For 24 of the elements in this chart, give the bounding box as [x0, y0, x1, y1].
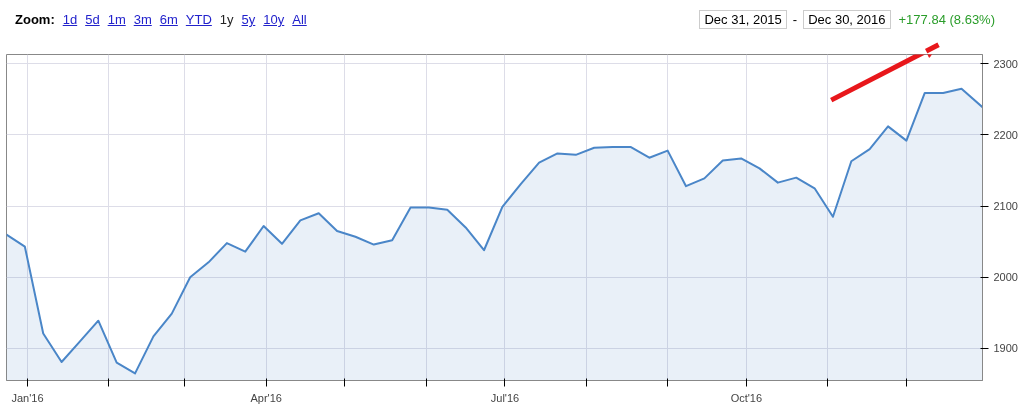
- text: All: [292, 12, 307, 27]
- x-tick-label: Apr'16: [250, 391, 282, 404]
- text: +177.84 (8.63%): [898, 12, 995, 27]
- text: 1d: [62, 12, 78, 27]
- text: -: [792, 12, 798, 27]
- text: 1y: [219, 12, 234, 27]
- text: 3m: [133, 12, 152, 27]
- y-tick-label: 2000: [993, 271, 1018, 284]
- text: 10y: [263, 12, 285, 27]
- y-tick-label: 2300: [993, 57, 1018, 70]
- text: Dec 30, 2016: [803, 10, 891, 29]
- text: 1m: [107, 12, 126, 27]
- text: 6m: [159, 12, 178, 27]
- y-tick-label: 2100: [993, 200, 1018, 213]
- x-tick-label: Oct'16: [730, 391, 763, 404]
- x-tick-label: Jul'16: [490, 391, 520, 404]
- text: YTD: [185, 12, 212, 27]
- text: 5d: [85, 12, 100, 27]
- y-tick-label: 2200: [993, 128, 1018, 141]
- y-tick-label: 1900: [993, 342, 1018, 355]
- text: Dec 31, 2015: [699, 10, 787, 29]
- text: 5y: [241, 12, 256, 27]
- x-tick-label: Jan'16: [11, 391, 44, 404]
- text: Zoom:: [15, 12, 55, 27]
